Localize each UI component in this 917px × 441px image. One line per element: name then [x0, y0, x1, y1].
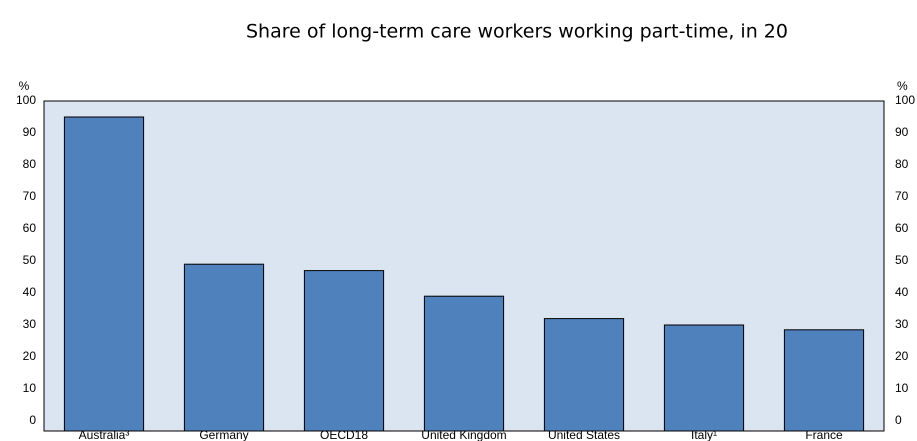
y-tick-label: 90: [23, 125, 37, 139]
x-tick-label: Germany: [199, 428, 248, 441]
y-tick-label: 80: [23, 157, 37, 171]
y-tick-label: 10: [23, 381, 37, 395]
y2-tick-label: 50: [895, 253, 909, 267]
y2-tick-label: 60: [895, 221, 909, 235]
y-tick-label: 20: [23, 349, 37, 363]
y-tick-label: 40: [23, 285, 37, 299]
y-tick-label: 30: [23, 317, 37, 331]
bar: [663, 324, 745, 432]
y2-tick-label: 40: [895, 285, 909, 299]
bar: [63, 116, 145, 432]
y-axis-label: %: [19, 79, 30, 93]
y-tick-label: 100: [16, 93, 36, 107]
bar: [183, 263, 265, 432]
y-tick-label: 60: [23, 221, 37, 235]
chart-title: Share of long-term care workers working …: [246, 21, 788, 43]
y-tick-label: 0: [29, 413, 36, 427]
x-tick-label: United Kingdom: [421, 428, 506, 441]
x-tick-label: France: [805, 428, 843, 441]
bar: [423, 295, 505, 432]
y2-tick-label: 0: [895, 413, 902, 427]
y-tick-label: 70: [23, 189, 37, 203]
bar: [783, 329, 865, 432]
y2-tick-label: 10: [895, 381, 909, 395]
y2-axis-label: %: [897, 79, 908, 93]
y2-tick-label: 70: [895, 189, 909, 203]
y2-tick-label: 100: [895, 93, 915, 107]
x-tick-label: Australia³: [79, 428, 130, 441]
bar: [543, 318, 625, 432]
y2-tick-label: 90: [895, 125, 909, 139]
x-tick-label: OECD18: [320, 428, 368, 441]
y2-tick-label: 80: [895, 157, 909, 171]
y2-tick-label: 30: [895, 317, 909, 331]
bar: [303, 270, 385, 432]
y-tick-label: 50: [23, 253, 37, 267]
y2-tick-label: 20: [895, 349, 909, 363]
x-tick-label: Italy¹: [691, 428, 717, 441]
x-tick-label: United States: [548, 428, 620, 441]
